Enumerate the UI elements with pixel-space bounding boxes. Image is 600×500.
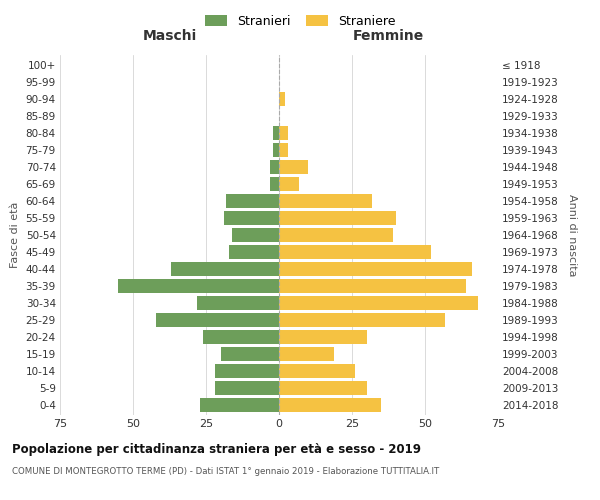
Bar [197,296,279,310]
Bar [171,262,279,276]
Bar [279,380,367,395]
Bar [279,143,288,158]
Bar [273,126,279,140]
Bar [279,262,472,276]
Legend: Stranieri, Straniere: Stranieri, Straniere [201,11,399,32]
Bar [279,211,396,225]
Bar [270,177,279,192]
Text: COMUNE DI MONTEGROTTO TERME (PD) - Dati ISTAT 1° gennaio 2019 - Elaborazione TUT: COMUNE DI MONTEGROTTO TERME (PD) - Dati … [12,468,439,476]
Bar [279,160,308,174]
Bar [224,211,279,225]
Bar [232,228,279,242]
Bar [157,312,279,327]
Bar [279,177,299,192]
Bar [279,364,355,378]
Bar [118,278,279,293]
Bar [200,398,279,412]
Bar [203,330,279,344]
Text: Femmine: Femmine [353,29,424,43]
Bar [215,380,279,395]
Bar [279,398,381,412]
Bar [279,278,466,293]
Bar [229,245,279,259]
Text: Maschi: Maschi [142,29,197,43]
Bar [270,160,279,174]
Text: Popolazione per cittadinanza straniera per età e sesso - 2019: Popolazione per cittadinanza straniera p… [12,442,421,456]
Bar [279,92,285,106]
Bar [279,245,431,259]
Bar [215,364,279,378]
Bar [279,312,445,327]
Bar [279,228,393,242]
Bar [273,143,279,158]
Y-axis label: Anni di nascita: Anni di nascita [567,194,577,276]
Y-axis label: Fasce di età: Fasce di età [10,202,20,268]
Bar [279,194,373,208]
Bar [221,346,279,361]
Bar [279,346,334,361]
Bar [279,330,367,344]
Bar [226,194,279,208]
Bar [279,296,478,310]
Bar [279,126,288,140]
